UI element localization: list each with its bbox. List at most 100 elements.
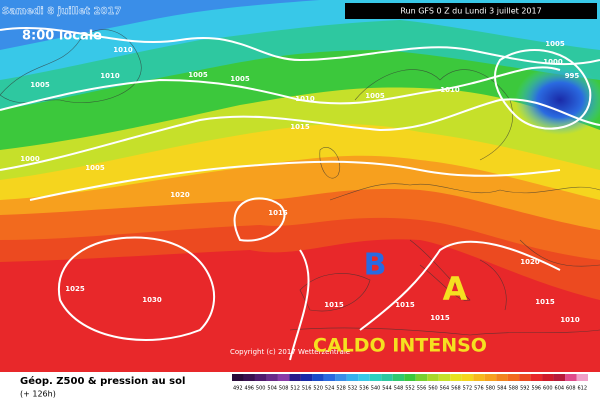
scale-label: 492 xyxy=(233,386,243,392)
scale-label: 540 xyxy=(371,386,381,392)
footer-title: Géop. Z500 & pression au sol xyxy=(20,375,185,387)
high-marker: A xyxy=(443,270,468,308)
scale-label: 508 xyxy=(279,386,289,392)
scale-label: 504 xyxy=(267,386,277,392)
scale-swatch xyxy=(346,374,359,381)
run-box xyxy=(345,3,597,19)
scale-swatch xyxy=(323,374,336,381)
scale-swatch xyxy=(266,374,278,381)
field xyxy=(0,0,600,372)
isobar-label: 1005 xyxy=(545,40,565,48)
scale-swatch xyxy=(484,374,497,381)
scale-swatch xyxy=(392,374,405,381)
scale-label: 512 xyxy=(290,386,300,392)
isobar-label: 1015 xyxy=(268,209,288,217)
scale-label: 532 xyxy=(348,386,358,392)
scale-label: 564 xyxy=(440,386,450,392)
isobar-label: 1015 xyxy=(395,301,415,309)
isobar-label: 1015 xyxy=(324,301,344,309)
isobar-label: 1005 xyxy=(85,164,105,172)
scale-swatch xyxy=(553,374,566,381)
scale-swatch xyxy=(427,374,439,381)
time: 8:00 locale xyxy=(22,29,102,44)
scale-label: 612 xyxy=(577,386,587,392)
scale-label: 548 xyxy=(394,386,404,392)
scale-swatch xyxy=(243,374,255,381)
isobar-labels: 1010 1010 1005 1005 1000 1005 1005 1010 1005 1005… xyxy=(20,40,580,324)
scale-label: 596 xyxy=(532,386,542,392)
isobar-label: 1005 xyxy=(188,71,208,79)
scale-label: 608 xyxy=(566,386,576,392)
isobar-label: 1000 xyxy=(20,155,40,163)
isobar-label: 1000 xyxy=(543,58,563,66)
scale-label: 580 xyxy=(486,386,496,392)
scale-label: 552 xyxy=(405,386,415,392)
scale-label: 568 xyxy=(451,386,461,392)
scale-swatch xyxy=(312,374,324,381)
date: Samedi 8 juillet 2017 xyxy=(2,6,121,17)
scale-label: 496 xyxy=(244,386,254,392)
scale-swatch xyxy=(438,374,451,381)
scale-label: 536 xyxy=(359,386,369,392)
scale-swatch xyxy=(507,374,520,381)
isobar-label: 1010 xyxy=(113,46,133,54)
scale-label: 592 xyxy=(520,386,530,392)
scale-swatch xyxy=(542,374,554,381)
isobar-label: 1030 xyxy=(142,296,162,304)
scale-swatch xyxy=(565,374,577,381)
copyright: Copyright (c) 2017 Wetterzentrale xyxy=(230,348,350,356)
scale-swatch xyxy=(277,374,290,381)
isobars xyxy=(0,26,600,361)
isobar-label: 1010 xyxy=(440,86,460,94)
coastlines xyxy=(0,29,600,336)
scale-label: 600 xyxy=(543,386,553,392)
scale-swatch xyxy=(404,374,416,381)
scale-label: 544 xyxy=(382,386,392,392)
scale-label: 572 xyxy=(463,386,473,392)
scale-swatch xyxy=(576,374,588,381)
scale-label: 516 xyxy=(302,386,312,392)
isobar-label: 1015 xyxy=(430,314,450,322)
isobar-label: 1020 xyxy=(170,191,190,199)
isobar-label: 1020 xyxy=(520,258,540,266)
isobar-label: 1010 xyxy=(295,95,315,103)
low-marker: B xyxy=(364,248,387,283)
scale-swatch xyxy=(300,374,313,381)
scale-swatch xyxy=(496,374,508,381)
scale-swatch xyxy=(450,374,462,381)
scale-swatch xyxy=(289,374,301,381)
scale-swatch xyxy=(358,374,370,381)
caption: CALDO INTENSO xyxy=(313,335,487,357)
scale-swatch xyxy=(473,374,485,381)
scale-label: 524 xyxy=(325,386,335,392)
footer-subtitle: (+ 126h) xyxy=(20,390,56,399)
isobar-label: 1015 xyxy=(290,123,310,131)
isobar-label: 1015 xyxy=(535,298,555,306)
scale-swatch xyxy=(530,374,543,381)
scale-swatch xyxy=(461,374,474,381)
scale-label: 500 xyxy=(256,386,266,392)
scale-swatch xyxy=(232,374,244,381)
isobar-label: 995 xyxy=(565,72,580,80)
scale-swatch xyxy=(381,374,393,381)
scale-swatch xyxy=(369,374,382,381)
scale-swatch xyxy=(415,374,428,381)
scale-label: 528 xyxy=(336,386,346,392)
scale-label: 560 xyxy=(428,386,438,392)
scale-swatch xyxy=(335,374,347,381)
scale-label: 604 xyxy=(555,386,565,392)
scale-swatch xyxy=(519,374,531,381)
scale-label: 584 xyxy=(497,386,507,392)
scale-label: 520 xyxy=(313,386,323,392)
scale-label: 588 xyxy=(509,386,519,392)
isobar-label: 1025 xyxy=(65,285,85,293)
scale-swatch xyxy=(254,374,267,381)
isobar-label: 1010 xyxy=(100,72,120,80)
scale-label: 576 xyxy=(474,386,484,392)
isobar-label: 1010 xyxy=(560,316,580,324)
isobar-label: 1005 xyxy=(365,92,385,100)
color-scale: 492 496 500 504 508 512 516 520 524 528 532 536 540 5… xyxy=(232,374,588,392)
isobar-label: 1005 xyxy=(230,75,250,83)
